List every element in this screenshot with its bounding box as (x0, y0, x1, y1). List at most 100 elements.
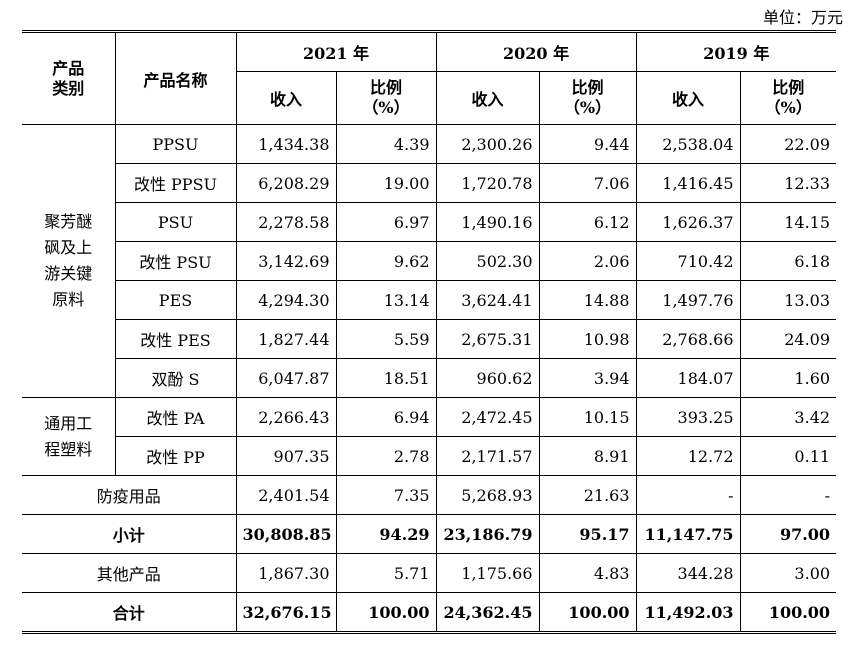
ratio-cell: 0.11 (739, 436, 837, 476)
revenue-cell: 2,171.57 (435, 436, 540, 476)
ratio-cell: 95.17 (538, 514, 637, 554)
revenue-cell: 1,626.37 (635, 202, 741, 242)
revenue-cell: 960.62 (435, 358, 540, 398)
ratio-cell: 3.00 (739, 553, 837, 593)
revenue-cell: 1,416.45 (635, 163, 741, 203)
revenue-cell: 12.72 (635, 436, 741, 476)
ratio-cell: 7.06 (538, 163, 637, 203)
header-revenue: 收入 (635, 71, 741, 125)
ratio-cell: 14.15 (739, 202, 837, 242)
header-revenue: 收入 (435, 71, 540, 125)
unit-label: 单位：万元 (762, 8, 843, 27)
revenue-cell: 6,047.87 (235, 358, 337, 398)
revenue-cell: 344.28 (635, 553, 741, 593)
ratio-cell: 24.09 (739, 319, 837, 359)
category-cell: 通用工 程塑料 (22, 397, 116, 476)
ratio-cell: 14.88 (538, 280, 637, 320)
ratio-cell: 21.63 (538, 475, 637, 515)
summary-row: 防疫用品 2,401.54 7.35 5,268.93 21.63- - (22, 475, 837, 515)
ratio-cell: 100.00 (335, 592, 437, 633)
ratio-cell: 6.18 (739, 241, 837, 281)
table-row: 改性 PP 907.35 2.78 2,171.57 8.91 12.72 0.11 (22, 436, 837, 476)
ratio-cell: 6.94 (335, 397, 437, 437)
ratio-cell: 9.62 (335, 241, 437, 281)
ratio-cell: 5.59 (335, 319, 437, 359)
product-name-cell: PSU (115, 202, 237, 242)
ratio-cell: 13.14 (335, 280, 437, 320)
ratio-cell: 3.42 (739, 397, 837, 437)
revenue-cell: 3,142.69 (235, 241, 337, 281)
revenue-cell: 2,768.66 (635, 319, 741, 359)
summary-label-cell: 合计 (22, 592, 237, 633)
ratio-cell: 4.39 (335, 124, 437, 164)
ratio-cell: 2.06 (538, 241, 637, 281)
header-revenue: 收入 (236, 71, 337, 125)
ratio-cell: 100.00 (739, 592, 837, 633)
revenue-cell: 1,827.44 (235, 319, 337, 359)
ratio-cell: 9.44 (538, 124, 637, 164)
revenue-cell: 24,362.45 (435, 592, 540, 633)
ratio-cell: 12.33 (739, 163, 837, 203)
summary-label-cell: 其他产品 (22, 553, 237, 593)
revenue-cell: 1,434.38 (235, 124, 337, 164)
revenue-cell: 1,497.76 (635, 280, 741, 320)
product-name-cell: PES (115, 280, 237, 320)
revenue-cell: 1,867.30 (235, 553, 337, 593)
revenue-cell: 11,147.75 (635, 514, 741, 554)
product-name-cell: 改性 PP (115, 436, 237, 476)
table-row: PSU 2,278.58 6.97 1,490.16 6.12 1,626.37 14.15 (22, 202, 837, 242)
product-name-cell: 改性 PA (114, 397, 237, 437)
ratio-cell: 3.94 (538, 358, 637, 398)
summary-row: 合计 32,676.15 100.00 24,362.45 100.00 11,492.0… (22, 592, 837, 633)
ratio-cell: 100.00 (538, 592, 637, 633)
revenue-cell: 6,208.29 (235, 163, 337, 203)
table-row: 改性 PES 1,827.44 5.59 2,675.31 10.98 2,768.66 2… (22, 319, 837, 359)
table-row: 双酚 S 6,047.87 18.51 960.62 3.94 184.07 1.60 (22, 358, 837, 398)
revenue-cell: 1,720.78 (435, 163, 540, 203)
ratio-cell: 7.35 (335, 475, 437, 515)
ratio-cell: - (739, 475, 837, 515)
revenue-cell: - (635, 475, 741, 515)
header-product: 产品名称 (114, 31, 237, 125)
ratio-cell: 6.97 (335, 202, 437, 242)
header-year-2020: 2020 年 (435, 31, 637, 72)
revenue-cell: 907.35 (235, 436, 337, 476)
revenue-cell: 2,300.26 (435, 124, 540, 164)
header-year-2021: 2021 年 (235, 31, 437, 72)
summary-row: 小计 30,808.85 94.29 23,186.79 95.17 11,147.75 9… (22, 514, 837, 554)
revenue-cell: 502.30 (435, 241, 540, 281)
table-row: 通用工 程塑料 改性 PA 2,266.43 6.94 2,472.45 10.15 393.… (22, 397, 837, 476)
product-name-cell: 改性 PPSU (115, 163, 237, 203)
revenue-cell: 1,175.66 (435, 553, 540, 593)
revenue-cell: 5,268.93 (435, 475, 540, 515)
revenue-table: 产品 类别 产品名称 2021 年 2020 年 2019 年 收入 比例 （%） … (22, 30, 837, 634)
table-row: PES 4,294.30 13.14 3,624.41 14.88 1,497.76 13.… (22, 280, 837, 320)
revenue-cell: 23,186.79 (435, 514, 540, 554)
revenue-cell: 2,401.54 (235, 475, 337, 515)
revenue-cell: 184.07 (635, 358, 741, 398)
revenue-cell: 3,624.41 (435, 280, 540, 320)
ratio-cell: 22.09 (739, 124, 837, 164)
ratio-cell: 13.03 (739, 280, 837, 320)
product-name-cell: 改性 PSU (115, 241, 237, 281)
product-name-cell: 改性 PES (115, 319, 237, 359)
revenue-cell: 11,492.03 (635, 592, 741, 633)
header-category: 产品 类别 (22, 31, 116, 125)
header-ratio: 比例 （%） (739, 71, 837, 125)
header-year-2019: 2019 年 (635, 31, 837, 72)
revenue-cell: 2,538.04 (635, 124, 741, 164)
ratio-cell: 19.00 (335, 163, 437, 203)
header-ratio: 比例 （%） (538, 71, 637, 125)
revenue-cell: 710.42 (635, 241, 741, 281)
summary-label-cell: 小计 (22, 514, 237, 554)
ratio-cell: 97.00 (739, 514, 837, 554)
product-name-cell: 双酚 S (115, 358, 237, 398)
revenue-cell: 32,676.15 (235, 592, 337, 633)
ratio-cell: 18.51 (335, 358, 437, 398)
category-cell: 聚芳醚 砜及上 游关键 原料 (22, 124, 116, 398)
ratio-cell: 8.91 (538, 436, 637, 476)
ratio-cell: 94.29 (335, 514, 437, 554)
table-row: 改性 PSU 3,142.69 9.62 502.30 2.06 710.42 6.18 (22, 241, 837, 281)
ratio-cell: 2.78 (335, 436, 437, 476)
revenue-cell: 2,472.45 (435, 397, 540, 437)
